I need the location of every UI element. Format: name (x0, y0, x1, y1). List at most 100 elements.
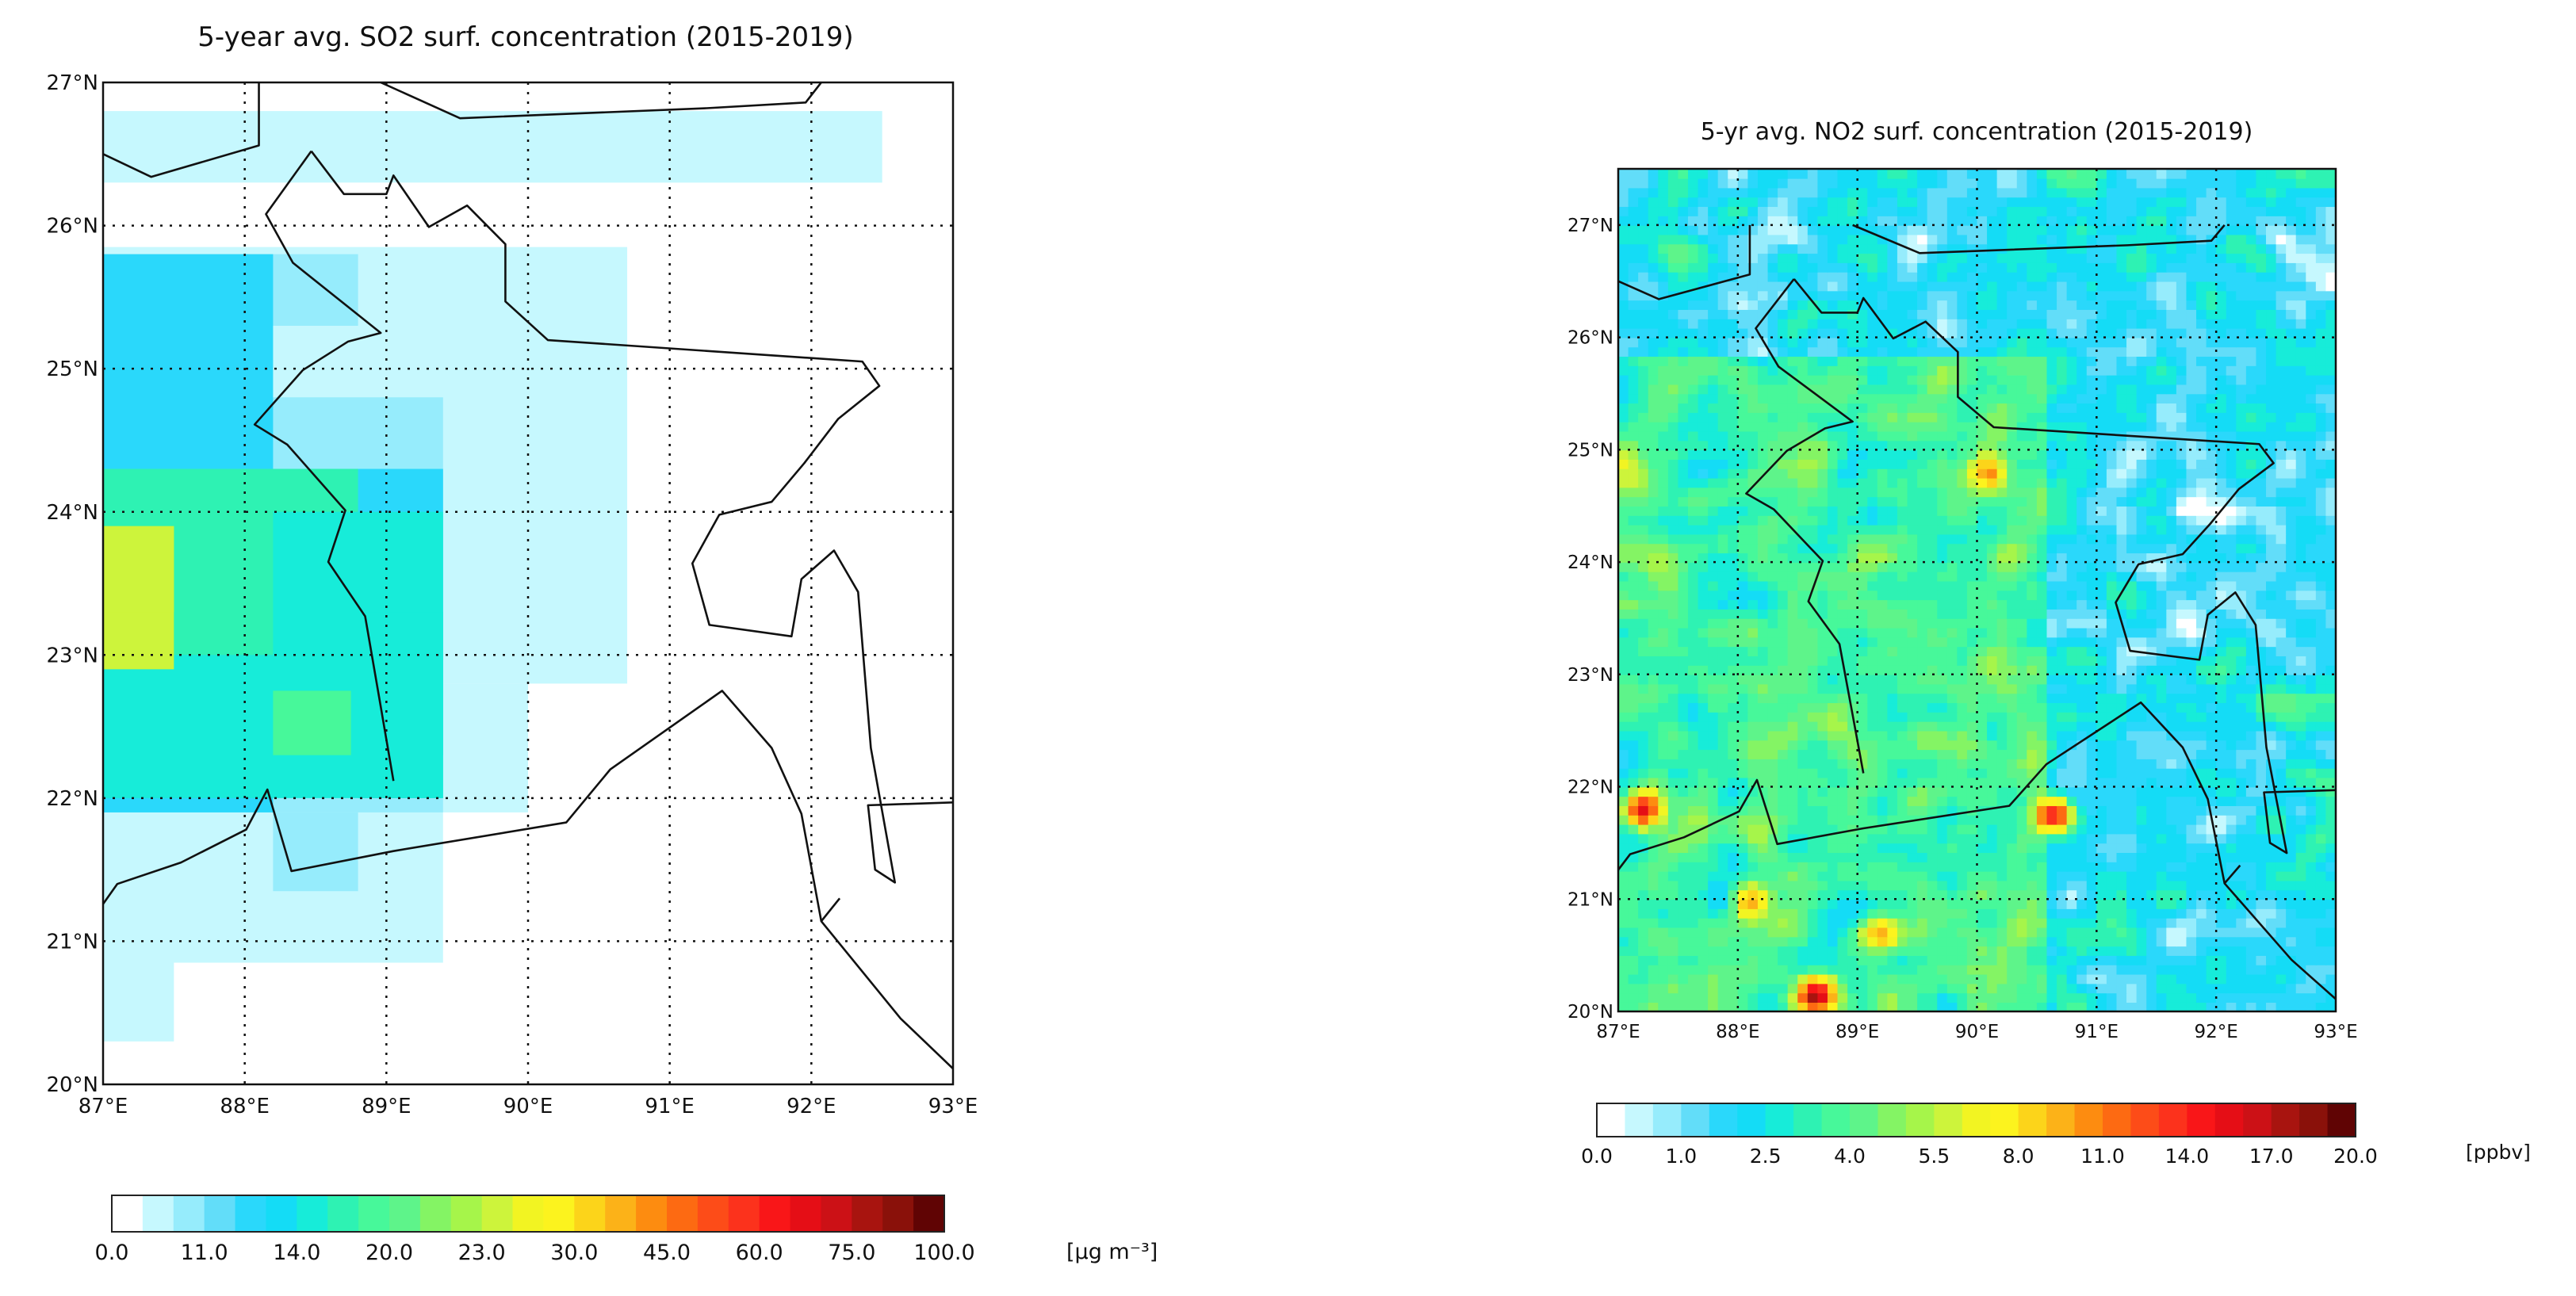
no2-cell (2196, 430, 2207, 442)
no2-cell (1778, 552, 1789, 563)
no2-cell (1977, 880, 1988, 891)
no2-cell (1927, 1002, 1939, 1011)
no2-cell (2146, 730, 2157, 741)
no2-cell (1857, 1002, 1869, 1011)
no2-cell (2136, 955, 2147, 965)
no2-cell (2286, 759, 2297, 769)
no2-cell (1778, 814, 1789, 825)
no2-cell (2116, 796, 2127, 806)
no2-cell (2156, 730, 2168, 741)
no2-cell (2106, 955, 2118, 965)
no2-cell (1658, 571, 1669, 582)
no2-cell (1937, 412, 1948, 422)
no2-cell (1797, 908, 1809, 919)
no2-cell (2086, 506, 2098, 516)
no2-cell (2146, 767, 2157, 778)
no2-cell (1767, 403, 1778, 413)
no2-cell (1847, 843, 1858, 854)
no2-cell (1667, 824, 1679, 835)
no2-cell (2106, 983, 2118, 994)
no2-cell (2057, 430, 2068, 442)
no2-cell (1628, 796, 1639, 806)
colorbar-swatch (913, 1195, 945, 1232)
no2-cell (2166, 946, 2177, 956)
no2-cell (2156, 833, 2168, 844)
no2-cell (1698, 862, 1709, 872)
no2-cell (2156, 843, 2168, 854)
no2-cell (2266, 833, 2277, 844)
no2-cell (2186, 693, 2197, 704)
no2-cell (1678, 562, 1689, 572)
no2-cell (2136, 403, 2147, 413)
no2-cell (1778, 983, 1789, 994)
no2-cell (1658, 983, 1669, 994)
no2-cell (2036, 712, 2048, 722)
no2-cell (1877, 702, 1889, 713)
no2-cell (1687, 946, 1699, 956)
no2-cell (2186, 712, 2197, 722)
no2-cell (2156, 740, 2168, 751)
no2-cell (2325, 777, 2336, 788)
no2-cell (2286, 908, 2297, 919)
no2-cell (1837, 852, 1848, 862)
no2-cell (2325, 964, 2336, 975)
no2-cell (2007, 899, 2018, 909)
no2-cell (2186, 403, 2197, 413)
no2-cell (1757, 955, 1769, 965)
no2-cell (2245, 936, 2257, 947)
no2-cell (2146, 721, 2157, 732)
no2-cell (2086, 992, 2098, 1003)
no2-cell (1877, 767, 1889, 778)
no2-cell (2027, 955, 2038, 965)
no2-cell (2276, 440, 2287, 451)
no2-cell (2236, 786, 2247, 797)
no2-cell (1638, 712, 1649, 722)
no2-cell (1728, 571, 1739, 582)
no2-cell (1747, 870, 1759, 881)
no2-cell (1937, 796, 1948, 806)
no2-cell (2256, 833, 2267, 844)
no2-cell (1937, 599, 1948, 610)
no2-cell (2126, 384, 2138, 395)
no2-cell (2176, 767, 2187, 778)
no2-cell (2186, 393, 2197, 404)
no2-cell (1767, 889, 1778, 900)
no2-cell (1618, 449, 1629, 460)
no2-cell (2007, 908, 2018, 919)
no2-cell (2066, 590, 2077, 601)
no2-cell (2036, 814, 2048, 825)
no2-cell (2057, 992, 2068, 1003)
no2-cell (2156, 421, 2168, 432)
no2-cell (2146, 973, 2157, 984)
no2-cell (2106, 440, 2118, 451)
no2-cell (2036, 496, 2048, 507)
no2-cell (1897, 730, 1908, 741)
no2-cell (1717, 609, 1729, 619)
no2-cell (2106, 814, 2118, 825)
no2-cell (2286, 524, 2297, 535)
no2-cell (2186, 468, 2197, 479)
no2-cell (1737, 833, 1749, 844)
no2-cell (1996, 524, 2008, 535)
no2-cell (2076, 393, 2088, 404)
no2-cell (1946, 459, 1958, 469)
no2-cell (1817, 702, 1828, 713)
no2-cell (2116, 805, 2127, 816)
no2-cell (2216, 796, 2227, 806)
no2-cell (2236, 468, 2247, 479)
no2-cell (2066, 730, 2077, 741)
no2-cell (2166, 843, 2177, 854)
no2-cell (2016, 627, 2028, 638)
no2-cell (2325, 814, 2336, 825)
no2-cell (1827, 449, 1839, 460)
no2-cell (2086, 627, 2098, 638)
no2-cell (1708, 721, 1719, 732)
no2-cell (2076, 664, 2088, 675)
no2-cell (1897, 459, 1908, 469)
no2-cell (2276, 964, 2287, 975)
no2-cell (1987, 721, 1998, 732)
no2-cell (1807, 936, 1819, 947)
no2-cell (2315, 477, 2327, 488)
no2-cell (2256, 955, 2267, 965)
no2-cell (1658, 936, 1669, 947)
